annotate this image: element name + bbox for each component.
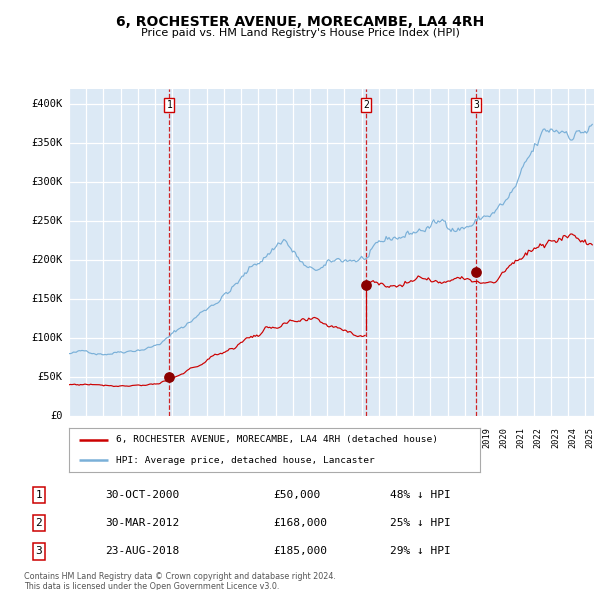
Text: 1996: 1996: [86, 427, 95, 448]
Text: 25% ↓ HPI: 25% ↓ HPI: [390, 518, 451, 528]
Text: 2002: 2002: [190, 427, 199, 448]
Text: Price paid vs. HM Land Registry's House Price Index (HPI): Price paid vs. HM Land Registry's House …: [140, 28, 460, 38]
Text: 2023: 2023: [551, 427, 560, 448]
Text: 6, ROCHESTER AVENUE, MORECAMBE, LA4 4RH: 6, ROCHESTER AVENUE, MORECAMBE, LA4 4RH: [116, 15, 484, 29]
Text: £300K: £300K: [31, 177, 63, 187]
Text: £150K: £150K: [31, 294, 63, 304]
Text: £350K: £350K: [31, 138, 63, 148]
Text: 2018: 2018: [465, 427, 474, 448]
Text: 1: 1: [35, 490, 43, 500]
Text: 1995: 1995: [69, 427, 78, 448]
Point: [361, 280, 371, 290]
Text: 1998: 1998: [121, 427, 130, 448]
Text: 2019: 2019: [482, 427, 491, 448]
Text: 2021: 2021: [517, 427, 526, 448]
Text: £50,000: £50,000: [273, 490, 320, 500]
Text: £50K: £50K: [38, 372, 63, 382]
Text: 2001: 2001: [172, 427, 181, 448]
Text: £168,000: £168,000: [273, 518, 327, 528]
Point: [471, 267, 481, 277]
Text: 2024: 2024: [568, 427, 577, 448]
Text: 3: 3: [473, 100, 479, 110]
Text: 1: 1: [166, 100, 172, 110]
Text: £185,000: £185,000: [273, 546, 327, 556]
Text: 2012: 2012: [362, 427, 371, 448]
Text: 2000: 2000: [155, 427, 164, 448]
Text: 2007: 2007: [275, 427, 284, 448]
Text: 2004: 2004: [224, 427, 233, 448]
Text: £200K: £200K: [31, 255, 63, 265]
Text: 48% ↓ HPI: 48% ↓ HPI: [390, 490, 451, 500]
Text: 23-AUG-2018: 23-AUG-2018: [105, 546, 179, 556]
Text: 2025: 2025: [586, 427, 595, 448]
Text: £400K: £400K: [31, 99, 63, 109]
Text: £0: £0: [50, 411, 63, 421]
Text: £100K: £100K: [31, 333, 63, 343]
Text: 2014: 2014: [396, 427, 405, 448]
Text: HPI: Average price, detached house, Lancaster: HPI: Average price, detached house, Lanc…: [116, 455, 375, 464]
Text: 2015: 2015: [413, 427, 422, 448]
Text: 2008: 2008: [293, 427, 302, 448]
Text: 2005: 2005: [241, 427, 250, 448]
Text: 6, ROCHESTER AVENUE, MORECAMBE, LA4 4RH (detached house): 6, ROCHESTER AVENUE, MORECAMBE, LA4 4RH …: [116, 435, 438, 444]
Text: 2017: 2017: [448, 427, 457, 448]
Text: 3: 3: [35, 546, 43, 556]
Text: 1997: 1997: [103, 427, 112, 448]
Text: 2016: 2016: [430, 427, 439, 448]
Text: £250K: £250K: [31, 216, 63, 226]
Text: 2020: 2020: [499, 427, 508, 448]
Text: 2011: 2011: [344, 427, 353, 448]
Text: 2: 2: [363, 100, 369, 110]
Text: 2010: 2010: [327, 427, 336, 448]
Text: Contains HM Land Registry data © Crown copyright and database right 2024.: Contains HM Land Registry data © Crown c…: [24, 572, 336, 581]
Text: 2022: 2022: [534, 427, 543, 448]
Text: This data is licensed under the Open Government Licence v3.0.: This data is licensed under the Open Gov…: [24, 582, 280, 590]
Text: 2013: 2013: [379, 427, 388, 448]
Text: 29% ↓ HPI: 29% ↓ HPI: [390, 546, 451, 556]
Text: 2006: 2006: [259, 427, 268, 448]
Text: 30-MAR-2012: 30-MAR-2012: [105, 518, 179, 528]
Text: 30-OCT-2000: 30-OCT-2000: [105, 490, 179, 500]
Text: 1999: 1999: [138, 427, 147, 448]
Text: 2: 2: [35, 518, 43, 528]
Text: 2009: 2009: [310, 427, 319, 448]
Point: [164, 372, 174, 382]
Text: 2003: 2003: [207, 427, 216, 448]
